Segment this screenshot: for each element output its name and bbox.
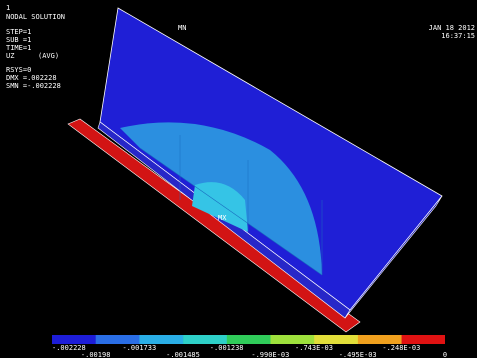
header-title: NODAL SOLUTION: [6, 13, 65, 21]
legend-band: [402, 335, 445, 344]
legend-band: [227, 335, 271, 344]
legend-label: -.990E-03: [251, 351, 289, 358]
date: JAN 18 2012: [429, 24, 475, 32]
window-number: 1: [6, 4, 10, 12]
header-averaging: (AVG): [38, 52, 59, 60]
legend-label: -.001238: [210, 344, 244, 352]
legend-band: [358, 335, 402, 344]
legend-label: -.001733: [122, 344, 156, 352]
header-rsys: RSYS=0: [6, 66, 31, 74]
legend-label: -.495E-03: [339, 351, 377, 358]
legend-label: 0: [443, 351, 447, 358]
header-line: STEP=1: [6, 28, 31, 36]
header-dmx: DMX =.002228: [6, 74, 57, 82]
legend-band: [52, 335, 96, 344]
legend-band: [96, 335, 140, 344]
legend-label: -.743E-03: [295, 344, 333, 352]
legend-band: [271, 335, 315, 344]
min-marker: MN: [178, 24, 186, 32]
graphics-window: 1 NODAL SOLUTION STEP=1 SUB =1 TIME=1 UZ…: [0, 0, 477, 358]
header-item: UZ: [6, 52, 14, 60]
legend-band: [139, 335, 183, 344]
header-line: SUB =1: [6, 36, 31, 44]
legend-label: -.001485: [166, 351, 200, 358]
legend-label: -.248E-03: [382, 344, 420, 352]
time: 16:37:15: [441, 32, 475, 40]
max-marker: MX: [218, 214, 227, 222]
legend-label: -.00198: [81, 351, 111, 358]
legend-band: [183, 335, 227, 344]
legend-band: [314, 335, 358, 344]
header-smn: SMN =-.002228: [6, 82, 61, 90]
header-line: TIME=1: [6, 44, 31, 52]
